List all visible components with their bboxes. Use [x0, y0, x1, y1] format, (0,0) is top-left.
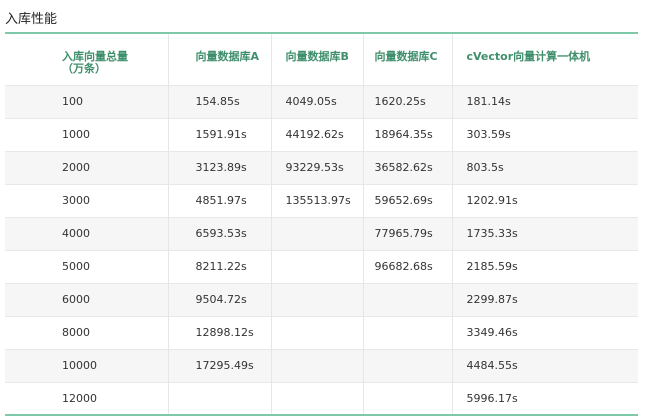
cell-cvector: 2185.59s — [466, 260, 518, 273]
cell-db-b — [271, 349, 364, 382]
cell-db-b — [271, 250, 364, 283]
table-row: 10000 17295.49s 4484.55s — [5, 349, 638, 382]
header-cvector: cVector向量计算一体机 — [452, 33, 638, 85]
cell-db-c: 77965.79s — [363, 217, 453, 250]
header-db-a: 向量数据库A — [168, 33, 272, 85]
table-row: 12000 5996.17s — [5, 382, 638, 415]
cell-cvector: 181.14s — [466, 95, 511, 108]
header-db-c-label: 向量数据库C — [374, 50, 438, 63]
cell-vector-total: 10000 — [5, 349, 169, 382]
cell-db-c — [363, 316, 453, 349]
cell-db-a: 9504.72s — [168, 283, 272, 316]
table-row: 4000 6593.53s 77965.79s 1735.33s — [5, 217, 638, 250]
cell-vector-total: 1000 — [5, 118, 169, 151]
cell-db-a: 4851.97s — [168, 184, 272, 217]
cell-db-a: 154.85s — [168, 85, 272, 118]
table-row: 3000 4851.97s 135513.97s 59652.69s 1202.91s — [5, 184, 638, 217]
performance-table-container: 入库向量总量 （万条） 向量数据库A 向量数据库B 向量数据库C cVector… — [5, 32, 638, 416]
cell-vector-total: 8000 — [5, 316, 169, 349]
cell-db-a: 6593.53s — [168, 217, 272, 250]
cell-db-c — [363, 283, 453, 316]
table-body: 100 154.85s 4049.05s 1620.25s 181.14s 1000 159… — [5, 85, 638, 415]
cell-db-c: 1620.25s — [363, 85, 453, 118]
cell-db-a: 3123.89s — [168, 151, 272, 184]
cell-db-c: 96682.68s — [363, 250, 453, 283]
cell-db-c — [363, 382, 453, 415]
table-row: 1000 1591.91s 44192.62s 18964.35s 303.59s — [5, 118, 638, 151]
cell-vector-total: 5000 — [5, 250, 169, 283]
header-db-c: 向量数据库C — [363, 33, 453, 85]
header-vector-total-label: 入库向量总量 （万条） — [62, 50, 128, 75]
header-row: 入库向量总量 （万条） 向量数据库A 向量数据库B 向量数据库C cVector… — [5, 33, 638, 85]
cell-db-b: 4049.05s — [271, 85, 364, 118]
cell-cvector: 303.59s — [466, 128, 511, 141]
cell-cvector: 3349.46s — [466, 326, 518, 339]
cell-db-b — [271, 283, 364, 316]
cell-db-b — [271, 217, 364, 250]
ingest-performance-table: 入库向量总量 （万条） 向量数据库A 向量数据库B 向量数据库C cVector… — [5, 32, 638, 416]
cell-vector-total: 6000 — [5, 283, 169, 316]
table-row: 2000 3123.89s 93229.53s 36582.62s 803.5s — [5, 151, 638, 184]
cell-db-a: 1591.91s — [168, 118, 272, 151]
cell-db-b — [271, 316, 364, 349]
cell-cvector: 803.5s — [466, 161, 504, 174]
table-header: 入库向量总量 （万条） 向量数据库A 向量数据库B 向量数据库C cVector… — [5, 33, 638, 85]
table-row: 5000 8211.22s 96682.68s 2185.59s — [5, 250, 638, 283]
cell-db-c: 18964.35s — [363, 118, 453, 151]
cell-db-c — [363, 349, 453, 382]
cell-db-b — [271, 382, 364, 415]
cell-vector-total: 12000 — [5, 382, 169, 415]
header-db-a-label: 向量数据库A — [195, 50, 260, 63]
header-db-b-label: 向量数据库B — [285, 50, 349, 63]
cell-db-a: 12898.12s — [168, 316, 272, 349]
cell-db-b: 44192.62s — [271, 118, 364, 151]
cell-db-a: 17295.49s — [168, 349, 272, 382]
cell-cvector: 4484.55s — [466, 359, 518, 372]
cell-vector-total: 4000 — [5, 217, 169, 250]
table-row: 100 154.85s 4049.05s 1620.25s 181.14s — [5, 85, 638, 118]
cell-cvector: 5996.17s — [466, 391, 518, 405]
cell-db-b: 135513.97s — [271, 184, 364, 217]
table-row: 6000 9504.72s 2299.87s — [5, 283, 638, 316]
page-title: 入库性能 — [5, 12, 58, 27]
table-row: 8000 12898.12s 3349.46s — [5, 316, 638, 349]
cell-cvector: 1735.33s — [466, 227, 518, 240]
cell-db-a — [168, 382, 272, 415]
cell-db-b: 93229.53s — [271, 151, 364, 184]
cell-cvector: 1202.91s — [466, 194, 518, 207]
header-cvector-label: cVector向量计算一体机 — [466, 50, 591, 63]
header-vector-total: 入库向量总量 （万条） — [5, 33, 169, 85]
header-db-b: 向量数据库B — [271, 33, 364, 85]
cell-db-a: 8211.22s — [168, 250, 272, 283]
cell-db-c: 36582.62s — [363, 151, 453, 184]
cell-vector-total: 3000 — [5, 184, 169, 217]
cell-vector-total: 2000 — [5, 151, 169, 184]
cell-cvector: 2299.87s — [466, 293, 518, 306]
cell-db-c: 59652.69s — [363, 184, 453, 217]
cell-vector-total: 100 — [5, 85, 169, 118]
